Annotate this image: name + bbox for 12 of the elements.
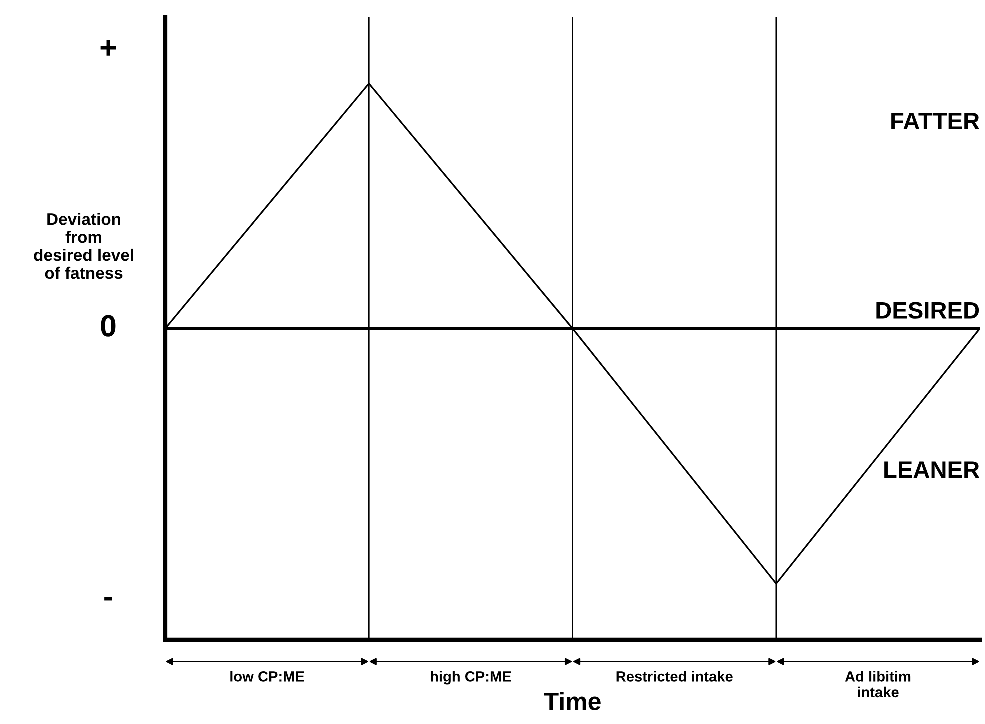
text: - [104,597,112,601]
text: high CP:ME [431,671,512,685]
text: Ad libitim intake [845,671,911,698]
annotation: LEANER [884,462,980,478]
text: 0 [101,315,116,337]
annotation: FATTER [892,113,980,130]
y-axis-title: Deviation from desired level of fatness [34,213,134,280]
text: Restricted intake [616,671,733,682]
ref-line-label: DESIRED [876,302,980,319]
x-axis-title: Time [544,692,601,710]
text: low CP:ME [230,671,304,682]
text: + [100,40,116,56]
